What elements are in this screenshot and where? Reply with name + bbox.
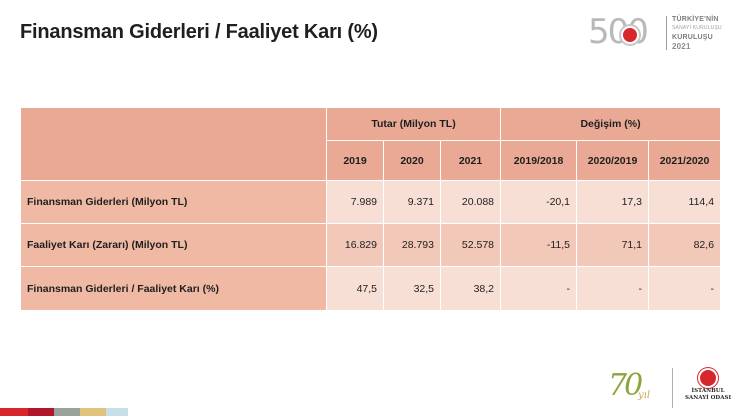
group-header-amount: Tutar (Milyon TL) — [325, 107, 502, 141]
anniversary-70-logo: 70 yıl — [608, 368, 666, 408]
row-label: Finansman Giderleri (Milyon TL) — [20, 180, 327, 224]
logo-line2: SANAYİ KURULUŞU — [672, 25, 722, 31]
column-header: 2019 — [326, 140, 384, 181]
row-label: Faaliyet Karı (Zararı) (Milyon TL) — [20, 223, 327, 267]
table-cell: - — [500, 266, 578, 311]
logo-line3: KURULUŞU — [672, 34, 713, 41]
financial-table: Tutar (Milyon TL) Değişim (%) 2019 2020 … — [20, 107, 722, 311]
table-cell: 20.088 — [439, 180, 502, 224]
iso-org-line2: SANAYİ ODASI — [684, 395, 732, 401]
table-cell: 52.578 — [439, 223, 502, 267]
table-cell: -11,5 — [500, 223, 578, 267]
table-cell: 82,6 — [648, 223, 722, 267]
table-cell: 7.989 — [326, 180, 384, 224]
table-cell: 71,1 — [576, 223, 650, 267]
table-cell: 47,5 — [326, 266, 384, 311]
table-cell: -20,1 — [500, 180, 578, 224]
iso-org-line1: İSTANBUL — [691, 388, 725, 394]
logo-year: 2021 — [672, 42, 691, 51]
table-cell: 9.371 — [383, 180, 441, 224]
group-header-change: Değişim (%) — [500, 107, 722, 141]
table-row: Finansman Giderleri / Faaliyet Karı (%) … — [20, 266, 722, 311]
footer-color-strip — [80, 408, 106, 416]
table-cell: 17,3 — [576, 180, 650, 224]
logo-divider — [672, 368, 673, 408]
column-header: 2020/2019 — [576, 140, 650, 181]
row-label: Finansman Giderleri / Faaliyet Karı (%) — [20, 266, 327, 311]
logo-divider — [666, 16, 667, 50]
logo-500-text: TÜRKİYE'NİN SANAYİ KURULUŞU KURULUŞU 202… — [672, 15, 722, 51]
anniversary-yil: yıl — [638, 390, 651, 401]
table-cell: 32,5 — [383, 266, 441, 311]
turkiye-500-logo: 500 TÜRKİYE'NİN SANAYİ KURULUŞU KURULUŞU… — [588, 10, 728, 54]
iso-logo: İSTANBUL SANAYİ ODASI — [682, 370, 734, 410]
column-header: 2021 — [439, 140, 502, 181]
column-header: 2021/2020 — [648, 140, 722, 181]
table-cell: - — [648, 266, 722, 311]
logo-line1: TÜRKİYE'NİN — [672, 16, 719, 23]
table-cell: 114,4 — [648, 180, 722, 224]
column-header: 2019/2018 — [500, 140, 578, 181]
table-row: Faaliyet Karı (Zararı) (Milyon TL) 16.82… — [20, 223, 722, 267]
anniversary-number: 70 — [608, 368, 643, 403]
table-cell: - — [576, 266, 650, 311]
footer-color-strip — [28, 408, 54, 416]
page-title: Finansman Giderleri / Faaliyet Karı (%) — [20, 21, 378, 43]
iso-gear-icon — [621, 26, 639, 44]
table-row: Finansman Giderleri (Milyon TL) 7.989 9.… — [20, 180, 722, 224]
footer-color-strip — [0, 408, 28, 416]
footer-color-strip — [106, 408, 128, 416]
footer-color-strip — [54, 408, 80, 416]
table-cell: 28.793 — [383, 223, 441, 267]
header-corner — [20, 107, 327, 181]
iso-badge-icon — [700, 370, 716, 386]
column-header: 2020 — [383, 140, 441, 181]
table-cell: 38,2 — [439, 266, 502, 311]
table-cell: 16.829 — [326, 223, 384, 267]
